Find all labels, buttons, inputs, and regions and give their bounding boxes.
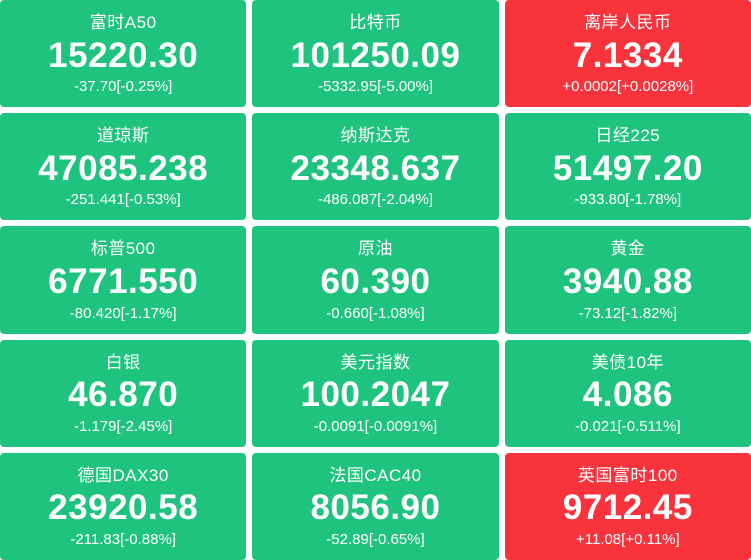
instrument-name: 白银 (105, 352, 141, 372)
instrument-change: -251.441[-0.53%] (65, 191, 181, 209)
instrument-price: 6771.550 (48, 261, 199, 301)
market-tile-4[interactable]: 纳斯达克 23348.637 -486.087[-2.04%] (252, 113, 499, 221)
instrument-name: 道琼斯 (96, 126, 150, 146)
instrument-name: 富时A50 (89, 13, 157, 32)
instrument-change: -486.087[-2.04%] (317, 191, 434, 209)
instrument-price: 23920.58 (48, 488, 199, 528)
instrument-price: 15220.30 (48, 35, 199, 75)
market-tile-11[interactable]: 美债10年 4.086 -0.021[-0.511%] (504, 339, 751, 447)
instrument-price: 9712.45 (562, 488, 693, 528)
market-tile-2[interactable]: 离岸人民币 7.1334 +0.0002[+0.0028%] (504, 0, 751, 108)
instrument-price: 8056.90 (310, 488, 441, 528)
instrument-name: 纳斯达克 (340, 126, 411, 146)
instrument-name: 德国DAX30 (77, 465, 169, 485)
instrument-price: 46.870 (68, 375, 179, 415)
instrument-name: 美元指数 (340, 352, 411, 372)
market-tile-8[interactable]: 黄金 3940.88 -73.12[-1.82%] (504, 226, 751, 334)
instrument-change: -80.420[-1.17%] (69, 304, 177, 322)
instrument-price: 4.086 (582, 375, 673, 415)
instrument-name: 比特币 (349, 13, 402, 32)
instrument-name: 原油 (357, 239, 393, 259)
instrument-name: 黄金 (610, 239, 646, 259)
instrument-change: -73.12[-1.82%] (578, 304, 678, 322)
market-tile-6[interactable]: 标普500 6771.550 -80.420[-1.17%] (0, 226, 247, 334)
instrument-change: -5332.95[-5.00%] (317, 78, 434, 96)
market-tile-9[interactable]: 白银 46.870 -1.179[-2.45%] (0, 339, 247, 447)
instrument-price: 101250.09 (290, 35, 461, 75)
instrument-price: 7.1334 (572, 35, 683, 75)
instrument-change: -1.179[-2.45%] (73, 417, 173, 435)
instrument-price: 47085.238 (38, 148, 209, 188)
instrument-name: 日经225 (595, 126, 661, 146)
instrument-name: 离岸人民币 (584, 13, 672, 32)
instrument-price: 100.2047 (300, 375, 451, 415)
instrument-name: 标普500 (90, 239, 156, 259)
instrument-price: 23348.637 (290, 148, 461, 188)
instrument-change: -211.83[-0.88%] (70, 530, 176, 548)
instrument-name: 法国CAC40 (329, 465, 422, 485)
instrument-change: -52.89[-0.65%] (326, 530, 425, 548)
market-tile-14[interactable]: 英国富时100 9712.45 +11.08[+0.11%] (504, 452, 751, 560)
instrument-change: -0.0091[-0.0091%] (313, 417, 438, 435)
instrument-price: 3940.88 (562, 261, 693, 301)
market-tile-1[interactable]: 比特币 101250.09 -5332.95[-5.00%] (252, 0, 499, 108)
instrument-name: 美债10年 (591, 352, 665, 372)
instrument-price: 51497.20 (552, 148, 703, 188)
instrument-change: +0.0002[+0.0028%] (562, 78, 694, 96)
market-tile-3[interactable]: 道琼斯 47085.238 -251.441[-0.53%] (0, 113, 247, 221)
market-tile-13[interactable]: 法国CAC40 8056.90 -52.89[-0.65%] (252, 452, 499, 560)
market-tile-12[interactable]: 德国DAX30 23920.58 -211.83[-0.88%] (0, 452, 247, 560)
market-tile-7[interactable]: 原油 60.390 -0.660[-1.08%] (252, 226, 499, 334)
instrument-change: -0.660[-1.08%] (326, 304, 425, 322)
market-tile-5[interactable]: 日经225 51497.20 -933.80[-1.78%] (504, 113, 751, 221)
market-tile-10[interactable]: 美元指数 100.2047 -0.0091[-0.0091%] (252, 339, 499, 447)
instrument-price: 60.390 (320, 261, 431, 301)
market-tile-0[interactable]: 富时A50 15220.30 -37.70[-0.25%] (0, 0, 247, 108)
instrument-change: -37.70[-0.25%] (73, 78, 173, 96)
instrument-change: -933.80[-1.78%] (574, 191, 682, 209)
instrument-change: -0.021[-0.511%] (575, 417, 681, 435)
instrument-name: 英国富时100 (577, 465, 678, 485)
instrument-change: +11.08[+0.11%] (575, 530, 680, 548)
